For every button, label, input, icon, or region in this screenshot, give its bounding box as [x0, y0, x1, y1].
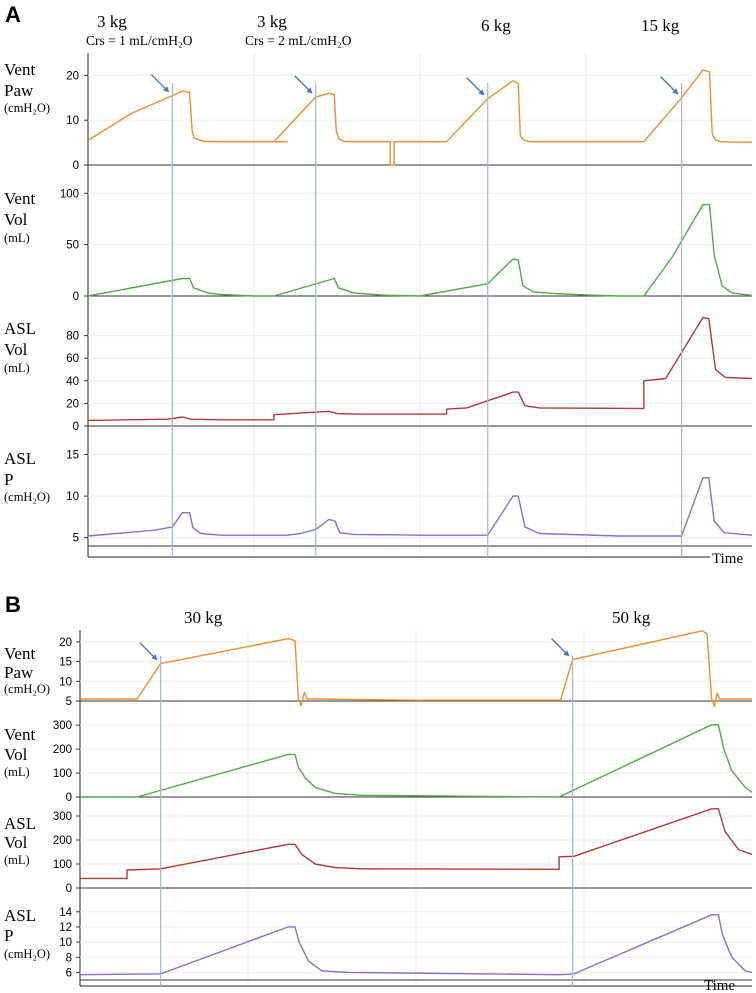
panel-a-weight-2: 3 kg: [257, 12, 287, 31]
b-aslvol-label-2: Vol: [4, 833, 28, 852]
a-aslp-label-2: P: [4, 470, 13, 489]
b-ventvol-label-1: Vent: [4, 725, 35, 744]
b-ventvol-label-2: Vol: [4, 745, 28, 764]
panel-b-weight-1: 30 kg: [184, 608, 223, 627]
b-paw-label-2: Paw: [4, 663, 34, 682]
a-aslvol-tick-label-3: 60: [66, 353, 79, 365]
a-aslp-tick-label-2: 15: [66, 449, 79, 461]
plot-area: 0102005010002040608051015510152001002003…: [53, 53, 753, 987]
b-ventvol-label-3: (mL): [4, 765, 30, 779]
a-paw-label-2: Paw: [4, 81, 34, 100]
a-paw-label-3: (cmH₂O): [4, 101, 50, 115]
b-ventvol-tick-label-3: 300: [53, 720, 72, 732]
b-aslp-tick-label-0: 6: [66, 967, 72, 979]
a-aslvol-tick-label-2: 40: [66, 376, 79, 388]
b-paw-tick-label-0: 5: [66, 696, 72, 708]
b-arrow-0: [139, 642, 158, 661]
b-aslvol-tick-label-1: 100: [53, 859, 72, 871]
a-ventvol-label-2: Vol: [4, 210, 28, 229]
b-paw-label-3: (cmH₂O): [4, 682, 50, 696]
b-aslp-tick-label-3: 12: [59, 922, 72, 934]
a-paw-series-line: [87, 69, 752, 166]
panel-a-time-label: Time: [712, 551, 743, 567]
a-arrow-0: [150, 74, 170, 93]
b-aslp-label-2: P: [4, 926, 13, 945]
b-aslp-series-line: [79, 914, 753, 976]
b-ventvol-series-line: [80, 724, 753, 798]
panel-a-weight-1: 3 kg: [97, 12, 127, 31]
b-aslvol-label-1: ASL: [4, 814, 36, 833]
b-ventvol-tick-label-1: 100: [53, 768, 72, 780]
a-aslvol-tick-label-1: 20: [66, 398, 79, 410]
b-aslp-label-3: (cmH₂O): [4, 947, 50, 961]
panel-a-compliance-1: Crs = 1 mL/cmH₂O: [86, 33, 193, 48]
b-aslvol-label-3: (mL): [4, 853, 30, 867]
b-arrow-1: [551, 638, 570, 657]
a-ventvol-tick-label-0: 0: [73, 291, 79, 303]
b-paw-tick-label-2: 15: [59, 657, 72, 669]
b-aslvol-tick-label-0: 0: [66, 883, 72, 895]
panel-a-weight-4: 15 kg: [641, 16, 680, 35]
a-aslp-tick-label-0: 5: [73, 533, 79, 545]
b-aslvol-tick-label-3: 300: [53, 811, 72, 823]
panel-a-compliance-2: Crs = 2 mL/cmH₂O: [245, 33, 352, 48]
b-paw-tick-label-1: 10: [59, 676, 72, 688]
b-aslp-tick-label-1: 8: [66, 952, 72, 964]
a-aslvol-label-3: (mL): [4, 361, 30, 375]
panel-b-weight-2: 50 kg: [612, 608, 651, 627]
a-ventvol-label-1: Vent: [4, 189, 35, 208]
a-aslvol-tick-label-4: 80: [66, 331, 79, 343]
b-aslvol-tick-label-2: 200: [53, 835, 72, 847]
b-ventvol-tick-label-2: 200: [53, 744, 72, 756]
a-paw-tick-label-0: 0: [73, 160, 79, 172]
a-aslvol-label-1: ASL: [4, 319, 36, 338]
a-ventvol-series-line: [87, 203, 753, 297]
a-aslp-tick-label-1: 10: [66, 491, 79, 503]
b-aslp-tick-label-4: 14: [59, 907, 72, 919]
a-ventvol-label-3: (mL): [4, 231, 30, 245]
a-paw-label-1: Vent: [4, 60, 35, 79]
a-aslp-series-line: [87, 477, 753, 537]
a-arrow-2: [466, 77, 485, 96]
a-ventvol-tick-label-2: 100: [60, 188, 79, 200]
b-paw-tick-label-3: 20: [59, 637, 72, 649]
a-paw-tick-label-2: 20: [66, 70, 79, 82]
a-arrow-3: [660, 76, 679, 95]
a-arrow-1: [294, 75, 313, 94]
b-paw-label-1: Vent: [4, 644, 35, 663]
a-aslp-label-3: (cmH₂O): [4, 490, 50, 504]
a-aslvol-label-2: Vol: [4, 340, 28, 359]
a-ventvol-tick-label-1: 50: [66, 240, 79, 252]
a-aslp-label-1: ASL: [4, 449, 36, 468]
a-aslvol-tick-label-0: 0: [73, 421, 79, 433]
a-aslvol-series-line: [87, 316, 753, 422]
b-aslvol-series-line: [80, 808, 753, 880]
panel-a-weight-3: 6 kg: [481, 16, 511, 35]
panel-b-letter: B: [5, 592, 21, 617]
b-aslp-label-1: ASL: [4, 906, 36, 925]
panel-a-letter: A: [5, 2, 21, 27]
b-paw-series-line: [80, 630, 752, 708]
b-ventvol-tick-label-0: 0: [66, 792, 72, 804]
b-aslp-tick-label-2: 10: [59, 937, 72, 949]
a-paw-tick-label-1: 10: [66, 115, 79, 127]
